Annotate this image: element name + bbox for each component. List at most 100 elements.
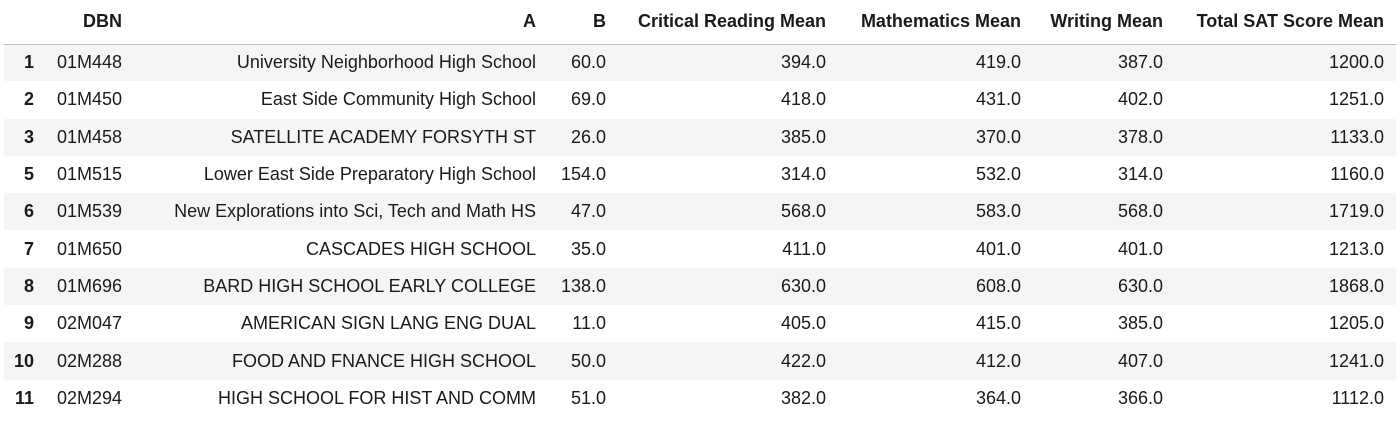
cell-a: CASCADES HIGH SCHOOL: [134, 230, 548, 268]
cell-total-sat-score-mean: 1213.0: [1175, 230, 1396, 268]
table-row: 3 01M458 SATELLITE ACADEMY FORSYTH ST 26…: [4, 118, 1396, 156]
row-index: 11: [4, 379, 42, 417]
cell-b: 35.0: [548, 230, 618, 268]
cell-mathematics-mean: 364.0: [838, 379, 1033, 417]
cell-a: New Explorations into Sci, Tech and Math…: [134, 193, 548, 231]
row-index: 1: [4, 44, 42, 82]
row-index: 6: [4, 193, 42, 231]
cell-dbn: 01M458: [42, 118, 134, 156]
table-header: DBN A B Critical Reading Mean Mathematic…: [4, 0, 1396, 45]
cell-total-sat-score-mean: 1205.0: [1175, 305, 1396, 343]
cell-b: 69.0: [548, 81, 618, 119]
column-header-total-sat-score-mean: Total SAT Score Mean: [1175, 0, 1396, 45]
cell-critical-reading-mean: 568.0: [618, 193, 838, 231]
table-row: 1 01M448 University Neighborhood High Sc…: [4, 44, 1396, 82]
cell-writing-mean: 387.0: [1033, 44, 1175, 82]
table-row: 6 01M539 New Explorations into Sci, Tech…: [4, 193, 1396, 231]
cell-critical-reading-mean: 394.0: [618, 44, 838, 82]
cell-mathematics-mean: 431.0: [838, 81, 1033, 119]
table-row: 2 01M450 East Side Community High School…: [4, 81, 1396, 119]
cell-critical-reading-mean: 422.0: [618, 342, 838, 380]
cell-b: 154.0: [548, 155, 618, 194]
cell-writing-mean: 568.0: [1033, 193, 1175, 231]
cell-mathematics-mean: 532.0: [838, 155, 1033, 194]
row-index: 2: [4, 81, 42, 119]
cell-total-sat-score-mean: 1251.0: [1175, 81, 1396, 119]
cell-dbn: 01M539: [42, 193, 134, 231]
cell-writing-mean: 385.0: [1033, 305, 1175, 343]
cell-total-sat-score-mean: 1719.0: [1175, 193, 1396, 231]
row-index: 8: [4, 267, 42, 306]
cell-dbn: 01M450: [42, 81, 134, 119]
cell-a: BARD HIGH SCHOOL EARLY COLLEGE: [134, 267, 548, 306]
cell-b: 51.0: [548, 379, 618, 417]
column-header-b: B: [548, 0, 618, 45]
cell-critical-reading-mean: 405.0: [618, 305, 838, 343]
cell-b: 47.0: [548, 193, 618, 231]
cell-writing-mean: 378.0: [1033, 118, 1175, 156]
cell-mathematics-mean: 370.0: [838, 118, 1033, 156]
cell-dbn: 01M650: [42, 230, 134, 268]
cell-b: 50.0: [548, 342, 618, 380]
row-index: 5: [4, 155, 42, 194]
cell-mathematics-mean: 401.0: [838, 230, 1033, 268]
cell-mathematics-mean: 412.0: [838, 342, 1033, 380]
cell-total-sat-score-mean: 1133.0: [1175, 118, 1396, 156]
cell-a: HIGH SCHOOL FOR HIST AND COMM: [134, 379, 548, 417]
cell-dbn: 02M288: [42, 342, 134, 380]
cell-critical-reading-mean: 411.0: [618, 230, 838, 268]
cell-a: AMERICAN SIGN LANG ENG DUAL: [134, 305, 548, 343]
cell-total-sat-score-mean: 1241.0: [1175, 342, 1396, 380]
cell-b: 60.0: [548, 44, 618, 82]
row-index: 7: [4, 230, 42, 268]
column-header-critical-reading-mean: Critical Reading Mean: [618, 0, 838, 45]
cell-critical-reading-mean: 385.0: [618, 118, 838, 156]
cell-a: SATELLITE ACADEMY FORSYTH ST: [134, 118, 548, 156]
cell-mathematics-mean: 415.0: [838, 305, 1033, 343]
column-header-writing-mean: Writing Mean: [1033, 0, 1175, 45]
cell-writing-mean: 314.0: [1033, 155, 1175, 194]
cell-dbn: 02M047: [42, 305, 134, 343]
cell-critical-reading-mean: 314.0: [618, 155, 838, 194]
cell-mathematics-mean: 583.0: [838, 193, 1033, 231]
cell-dbn: 01M515: [42, 155, 134, 194]
cell-b: 26.0: [548, 118, 618, 156]
cell-a: University Neighborhood High School: [134, 44, 548, 82]
column-header-a: A: [134, 0, 548, 45]
table-row: 8 01M696 BARD HIGH SCHOOL EARLY COLLEGE …: [4, 267, 1396, 306]
header-row: DBN A B Critical Reading Mean Mathematic…: [4, 0, 1396, 45]
row-index: 3: [4, 118, 42, 156]
column-header-mathematics-mean: Mathematics Mean: [838, 0, 1033, 45]
table-body: 1 01M448 University Neighborhood High Sc…: [4, 44, 1396, 417]
cell-a: FOOD AND FNANCE HIGH SCHOOL: [134, 342, 548, 380]
cell-dbn: 01M448: [42, 44, 134, 82]
table-row: 7 01M650 CASCADES HIGH SCHOOL 35.0 411.0…: [4, 230, 1396, 268]
column-header-dbn: DBN: [42, 0, 134, 45]
dataframe-table: DBN A B Critical Reading Mean Mathematic…: [4, 0, 1396, 417]
cell-writing-mean: 630.0: [1033, 267, 1175, 306]
cell-critical-reading-mean: 382.0: [618, 379, 838, 417]
cell-writing-mean: 402.0: [1033, 81, 1175, 119]
cell-critical-reading-mean: 418.0: [618, 81, 838, 119]
cell-writing-mean: 366.0: [1033, 379, 1175, 417]
cell-dbn: 02M294: [42, 379, 134, 417]
table-row: 9 02M047 AMERICAN SIGN LANG ENG DUAL 11.…: [4, 305, 1396, 343]
table-row: 11 02M294 HIGH SCHOOL FOR HIST AND COMM …: [4, 379, 1396, 417]
cell-b: 138.0: [548, 267, 618, 306]
cell-b: 11.0: [548, 305, 618, 343]
cell-critical-reading-mean: 630.0: [618, 267, 838, 306]
cell-total-sat-score-mean: 1112.0: [1175, 379, 1396, 417]
table-row: 10 02M288 FOOD AND FNANCE HIGH SCHOOL 50…: [4, 342, 1396, 380]
cell-total-sat-score-mean: 1160.0: [1175, 155, 1396, 194]
row-index: 9: [4, 305, 42, 343]
cell-writing-mean: 401.0: [1033, 230, 1175, 268]
cell-total-sat-score-mean: 1868.0: [1175, 267, 1396, 306]
table-row: 5 01M515 Lower East Side Preparatory Hig…: [4, 155, 1396, 194]
cell-a: Lower East Side Preparatory High School: [134, 155, 548, 194]
cell-total-sat-score-mean: 1200.0: [1175, 44, 1396, 82]
cell-writing-mean: 407.0: [1033, 342, 1175, 380]
cell-a: East Side Community High School: [134, 81, 548, 119]
cell-dbn: 01M696: [42, 267, 134, 306]
cell-mathematics-mean: 419.0: [838, 44, 1033, 82]
